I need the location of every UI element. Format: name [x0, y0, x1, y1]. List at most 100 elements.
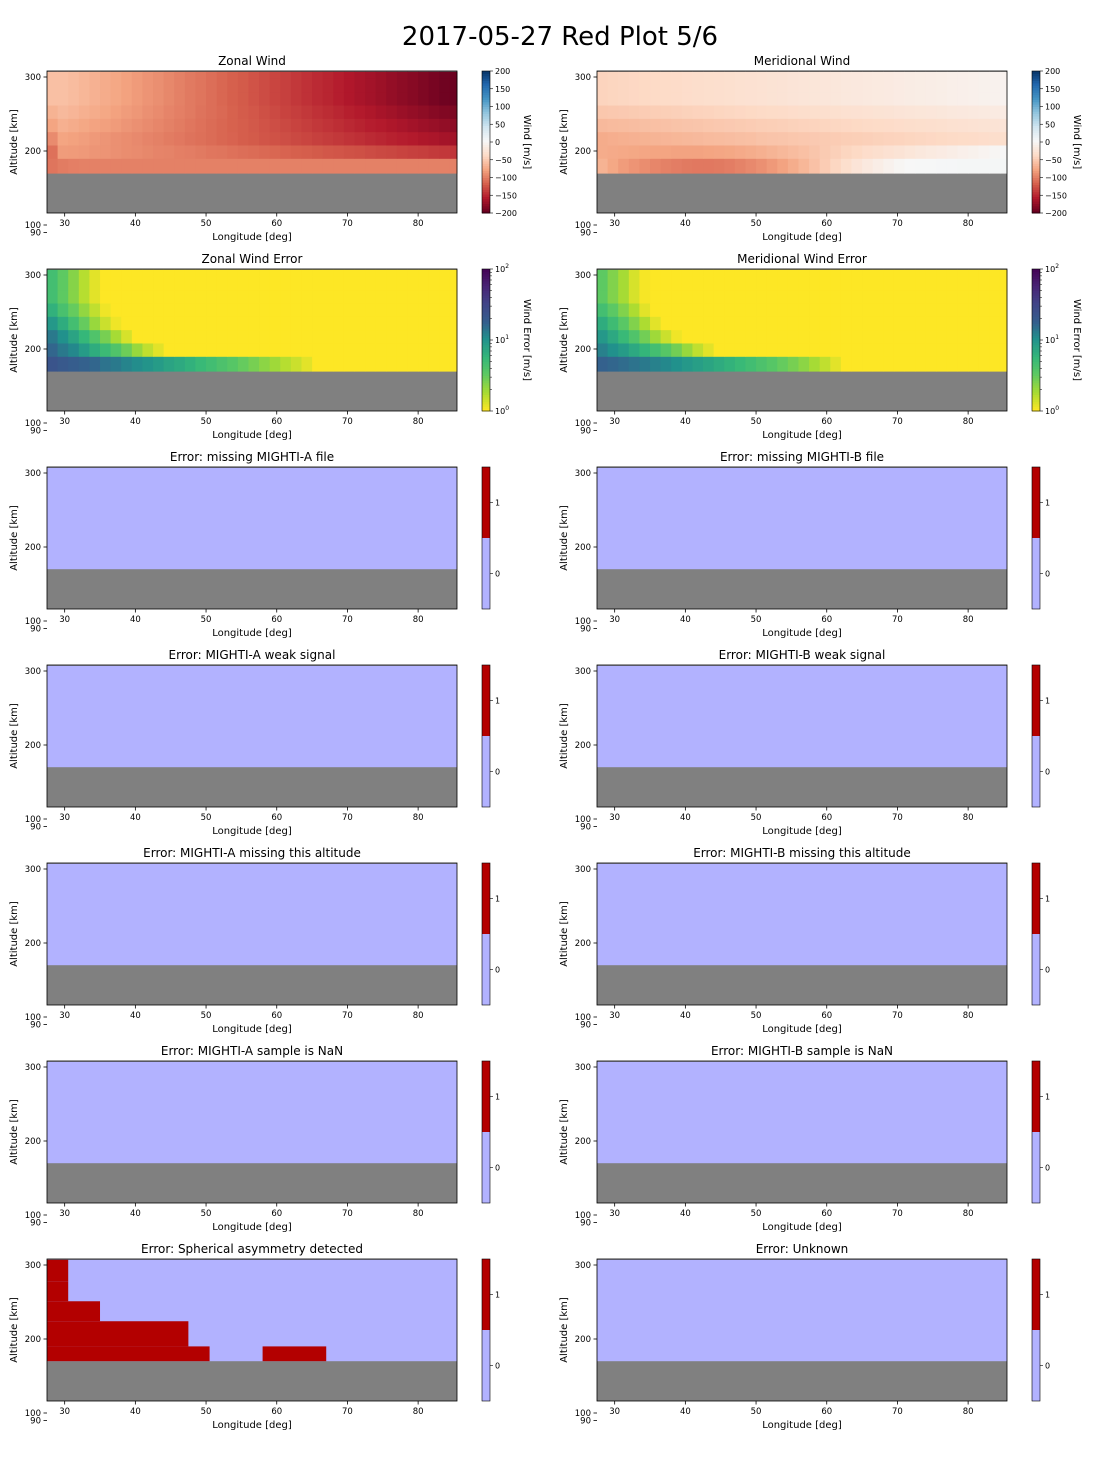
heatmap-cell	[142, 71, 154, 79]
heatmap-cell	[121, 276, 133, 291]
heatmap-cell	[650, 105, 662, 119]
y-tick-label: 300	[575, 73, 591, 83]
heatmap-cell	[915, 356, 927, 372]
x-tick-label: 30	[609, 219, 620, 229]
heatmap-cell	[787, 158, 799, 174]
y-tick-label: 100	[25, 1409, 41, 1419]
heatmap-cell	[407, 78, 419, 93]
heatmap-cell	[78, 105, 90, 119]
heatmap-cell	[862, 316, 874, 331]
heatmap-cell	[734, 316, 746, 331]
heatmap-cell	[978, 276, 990, 291]
heatmap-cell	[142, 118, 154, 133]
heatmap-cell	[365, 303, 377, 317]
heatmap-cell	[100, 91, 112, 106]
x-tick-label: 40	[130, 615, 141, 625]
heatmap-cell	[597, 269, 608, 277]
heatmap-cell	[872, 105, 884, 119]
heatmap-cell	[989, 303, 1001, 317]
heatmap-cell	[978, 303, 990, 317]
heatmap-cell	[872, 118, 884, 133]
heatmap-cell	[343, 118, 355, 133]
heatmap-cell	[439, 316, 451, 331]
x-tick-label: 50	[201, 813, 212, 823]
axes-frame	[596, 268, 1008, 412]
colorbar-segment-one	[482, 467, 490, 538]
x-tick-label: 60	[271, 1407, 282, 1417]
heatmap-cell	[428, 91, 440, 106]
heatmap-cell	[597, 145, 608, 159]
heatmap-cell	[724, 343, 736, 357]
colorbar-segment-one	[482, 1259, 490, 1330]
heatmap-cell	[290, 343, 302, 357]
y-tick-label: 100	[25, 815, 41, 825]
heatmap-cell	[830, 78, 842, 93]
heatmap-cell	[227, 105, 239, 119]
heatmap-cell	[957, 158, 969, 174]
heatmap-cell	[819, 91, 831, 106]
heatmap-cell	[703, 105, 715, 119]
x-tick-label: 50	[751, 813, 762, 823]
heatmap-cell	[227, 145, 239, 159]
heatmap-cell	[597, 276, 608, 291]
colorbar-tick-label: 1	[1045, 697, 1050, 706]
heatmap-cell	[692, 145, 704, 159]
heatmap-cell	[237, 145, 249, 159]
heatmap-cell	[439, 131, 451, 146]
heatmap-cell	[724, 131, 736, 146]
heatmap-cell	[248, 303, 260, 317]
heatmap-cell	[777, 303, 789, 317]
colorbar-segment	[1032, 123, 1040, 126]
heatmap-cell	[290, 71, 302, 79]
y-tick-label: 300	[575, 469, 591, 479]
colorbar-segment	[482, 389, 490, 393]
heatmap-cell	[745, 289, 757, 304]
heatmap-cell	[131, 105, 143, 119]
heatmap-cell	[248, 131, 260, 146]
heatmap-cell	[269, 91, 281, 106]
colorbar-label: Wind [m/s]	[521, 115, 532, 170]
heatmap-cell	[968, 289, 980, 304]
heatmap-cell	[734, 343, 746, 357]
heatmap-cell	[798, 276, 810, 291]
heatmap-cell	[290, 356, 302, 372]
heatmap-cell	[925, 343, 937, 357]
heatmap-cell	[936, 78, 948, 93]
heatmap-cell	[333, 158, 345, 174]
heatmap-cell	[681, 329, 693, 344]
heatmap-cell	[819, 276, 831, 291]
heatmap-cell	[428, 269, 440, 277]
colorbar-segment	[1032, 78, 1040, 81]
heatmap-cell	[333, 269, 345, 277]
heatmap-cell	[872, 303, 884, 317]
x-axis-label: Longitude [deg]	[762, 1420, 842, 1431]
heatmap-cell	[386, 303, 398, 317]
heatmap-cell	[999, 329, 1008, 344]
panel-title: Meridional Wind	[754, 54, 851, 68]
heatmap-cell	[163, 131, 175, 146]
heatmap-cell	[957, 343, 969, 357]
flag-one-region	[47, 1321, 189, 1347]
heatmap-cell	[830, 145, 842, 159]
y-tick-label: 300	[575, 667, 591, 677]
heatmap-cell	[163, 145, 175, 159]
colorbar-segment	[482, 208, 490, 212]
heatmap-cell	[883, 158, 895, 174]
heatmap-cell	[692, 276, 704, 291]
heatmap-cell	[259, 356, 271, 372]
y-tick-label: 200	[25, 147, 41, 157]
heatmap-cell	[999, 91, 1008, 106]
heatmap-cell	[195, 343, 207, 357]
heatmap-cell	[153, 158, 165, 174]
colorbar-segment	[1032, 104, 1040, 107]
heatmap-cell	[142, 131, 154, 146]
heatmap-cell	[418, 71, 430, 79]
heatmap-cell	[312, 145, 324, 159]
heatmap-cell	[206, 91, 218, 106]
heatmap-cell	[100, 145, 112, 159]
heatmap-cell	[354, 276, 366, 291]
colorbar-segment	[1032, 342, 1040, 346]
heatmap-cell	[322, 303, 334, 317]
heatmap-cell	[989, 118, 1001, 133]
